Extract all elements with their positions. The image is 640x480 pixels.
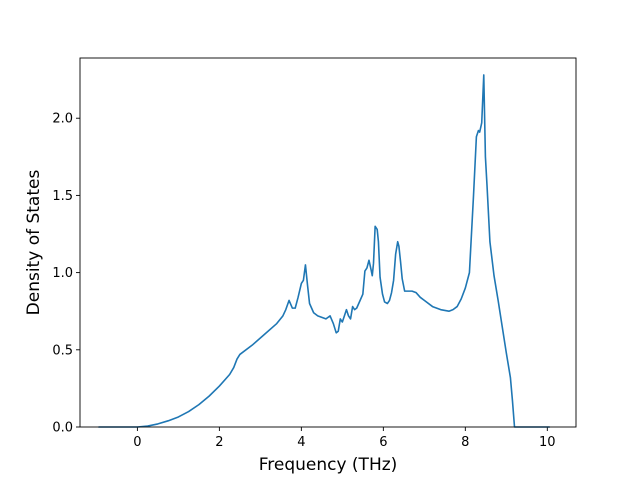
plot-background <box>80 58 576 427</box>
y-tick-label: 0.0 <box>52 421 73 436</box>
y-tick-label: 0.5 <box>52 343 73 358</box>
dos-series-line <box>98 74 551 428</box>
x-tick-label: 10 <box>539 435 556 450</box>
x-tick-label: 6 <box>379 435 387 450</box>
y-tick-label: 1.5 <box>52 189 73 204</box>
x-tick-label: 4 <box>297 435 305 450</box>
x-tick-label: 8 <box>461 435 469 450</box>
y-tick-label: 2.0 <box>52 112 73 127</box>
x-tick-label: 2 <box>215 435 223 450</box>
y-axis-label: Density of States <box>24 170 44 316</box>
x-tick-label: 0 <box>133 435 141 450</box>
y-tick-label: 1.0 <box>52 266 73 281</box>
plot-frame <box>79 57 577 428</box>
x-axis-label: Frequency (THz) <box>259 455 398 475</box>
